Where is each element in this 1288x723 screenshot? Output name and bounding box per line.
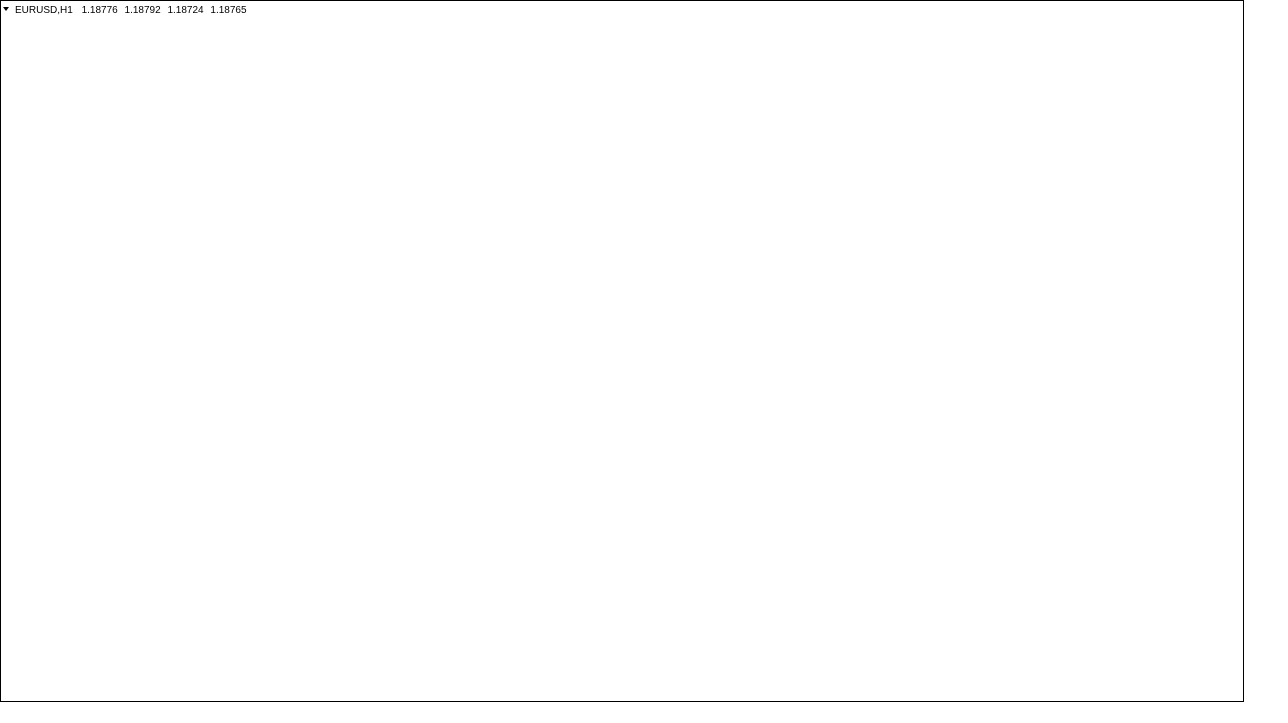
readout-close: 1.18765 <box>210 5 247 16</box>
menu-triangle[interactable] <box>3 7 9 11</box>
plot-border <box>0 0 1244 702</box>
readout-high: 1.18792 <box>125 5 162 16</box>
header: EURUSD,H1 1.18776 1.18792 1.18724 1.1876… <box>15 5 247 16</box>
readout-low: 1.18724 <box>167 5 204 16</box>
symbol: EURUSD,H1 <box>15 5 73 16</box>
readout-open: 1.18776 <box>82 5 119 16</box>
